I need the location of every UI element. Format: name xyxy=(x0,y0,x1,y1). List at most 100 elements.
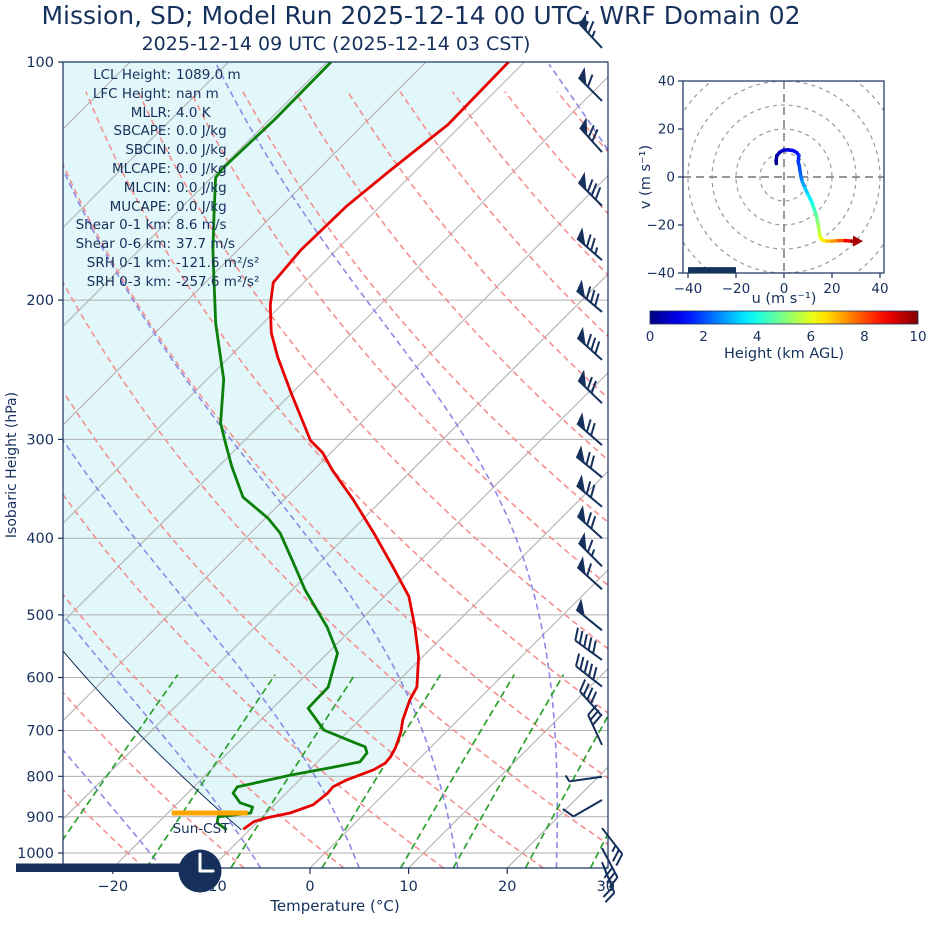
barb-feather xyxy=(611,849,620,862)
barb-feather xyxy=(586,333,593,347)
barb-feather xyxy=(586,179,594,193)
mixing-ratio-line xyxy=(638,675,736,869)
isotherm-line xyxy=(704,62,928,868)
negative-buoyancy-shade xyxy=(63,62,509,830)
barb-staff xyxy=(576,337,603,361)
barb-feather xyxy=(585,451,591,465)
colorbar-tick-label: 10 xyxy=(909,329,926,345)
barb-staff xyxy=(575,455,603,479)
barb-feather xyxy=(603,866,614,879)
barb-feather xyxy=(575,653,581,667)
isotherm-line xyxy=(408,667,608,868)
wind-barb-icon xyxy=(579,117,603,153)
hodo-u-tick-label: −40 xyxy=(674,281,703,297)
barb-feather xyxy=(583,634,588,648)
moist-adiabat-line xyxy=(215,63,559,868)
parcel-profile-line xyxy=(63,650,242,831)
skewt-plot-area xyxy=(63,62,928,869)
barb-feather xyxy=(602,886,614,898)
clock-icon xyxy=(178,849,222,893)
height-colorbar xyxy=(649,310,919,325)
barb-feather xyxy=(585,481,592,495)
wind-barb-icon xyxy=(562,799,603,818)
dry-adiabat-line xyxy=(294,91,608,462)
y-tick-label: 400 xyxy=(26,531,54,547)
dry-adiabat-line xyxy=(63,493,445,868)
wind-barb-icon xyxy=(601,847,619,889)
stat-label: Shear 0-1 km: xyxy=(75,217,171,234)
barb-feather xyxy=(591,129,599,142)
dry-adiabat-line xyxy=(610,92,928,869)
dry-adiabat-line xyxy=(63,788,145,868)
dry-adiabat-line xyxy=(137,91,608,650)
barb-pennant xyxy=(577,412,586,431)
barb-pennant xyxy=(576,445,585,464)
barb-feather xyxy=(590,237,596,251)
isotherm-line xyxy=(63,62,328,327)
barb-feather xyxy=(604,892,616,903)
hodo-v-tick-label: −20 xyxy=(647,218,676,234)
barb-feather xyxy=(585,286,592,300)
moist-adiabat-line xyxy=(548,63,608,152)
wind-barb-icon xyxy=(575,653,603,688)
barb-pennant xyxy=(579,13,587,32)
barb-feather xyxy=(587,20,595,34)
barb-pennant xyxy=(577,556,586,575)
stat-label: SBCIN: xyxy=(125,142,171,159)
barb-pennant xyxy=(579,117,588,136)
wind-barb-icon xyxy=(575,598,603,632)
stat-row: SRH 0-3 km: -257.6 m²/s² xyxy=(20,273,260,292)
colorbar-tick-label: 0 xyxy=(646,329,655,345)
y-tick-label: 100 xyxy=(26,55,54,71)
valid-time-subtitle: 2025-12-14 09 UTC (2025-12-14 03 CST) xyxy=(141,33,531,55)
stat-label: Shear 0-6 km: xyxy=(75,236,171,253)
stat-value: -257.6 m²/s² xyxy=(176,273,260,290)
barb-feather xyxy=(562,808,575,818)
barb-staff xyxy=(576,566,603,590)
barb-feather xyxy=(587,704,598,716)
isotherm-line xyxy=(309,569,608,868)
barb-feather xyxy=(590,337,597,351)
stat-label: MUCAPE: xyxy=(109,198,171,215)
x-tick-label: 10 xyxy=(399,879,417,895)
barb-feather xyxy=(590,380,597,394)
isotherm-line xyxy=(63,62,229,229)
stat-value: 4.0 K xyxy=(176,104,211,121)
wind-barb-icon xyxy=(587,704,603,746)
barb-pennant xyxy=(576,598,585,617)
wind-barb-icon xyxy=(576,227,603,261)
stat-row: SRH 0-1 km: -121.6 m²/s² xyxy=(20,254,260,273)
barb-staff xyxy=(577,542,603,567)
barb-feather xyxy=(586,512,593,526)
wind-barb-icon xyxy=(575,445,603,479)
barb-pennant xyxy=(578,171,587,191)
barb-pennant xyxy=(577,326,586,346)
barb-feather xyxy=(589,455,596,469)
dry-adiabat-line xyxy=(662,92,928,869)
isotherm-line xyxy=(211,470,608,868)
barb-pennant xyxy=(576,474,586,493)
hodograph-v-axis-label: v (m s⁻¹) xyxy=(638,144,654,210)
hodograph-plot-area xyxy=(683,81,884,273)
stat-value: 0.0 J/kg xyxy=(176,198,227,215)
pressure-axis-label: Isobaric Height (hPa) xyxy=(4,391,20,539)
temperature-curve xyxy=(242,62,510,831)
mixing-ratio-line xyxy=(589,831,608,868)
colorbar-tick-label: 2 xyxy=(699,329,708,345)
barb-pennant xyxy=(578,66,587,86)
hodograph-u-axis-label: u (m s⁻¹) xyxy=(751,291,817,307)
stat-value: 37.7 m/s xyxy=(176,236,236,253)
dry-adiabat-line xyxy=(819,92,928,869)
trace-arrowhead xyxy=(853,235,864,247)
dry-adiabat-line xyxy=(451,91,608,277)
dry-adiabat-line xyxy=(242,91,608,524)
barb-feather xyxy=(591,714,602,726)
stat-value: -121.6 m²/s² xyxy=(176,254,260,271)
colorbar-tick-label: 4 xyxy=(753,329,762,345)
wind-barb-icon xyxy=(577,532,603,567)
stat-value: nan m xyxy=(176,85,219,102)
dry-adiabat-line xyxy=(63,162,608,780)
colorbar-tick-label: 8 xyxy=(860,329,869,345)
y-tick-label: 1000 xyxy=(17,846,54,862)
dry-adiabat-line xyxy=(872,92,928,869)
